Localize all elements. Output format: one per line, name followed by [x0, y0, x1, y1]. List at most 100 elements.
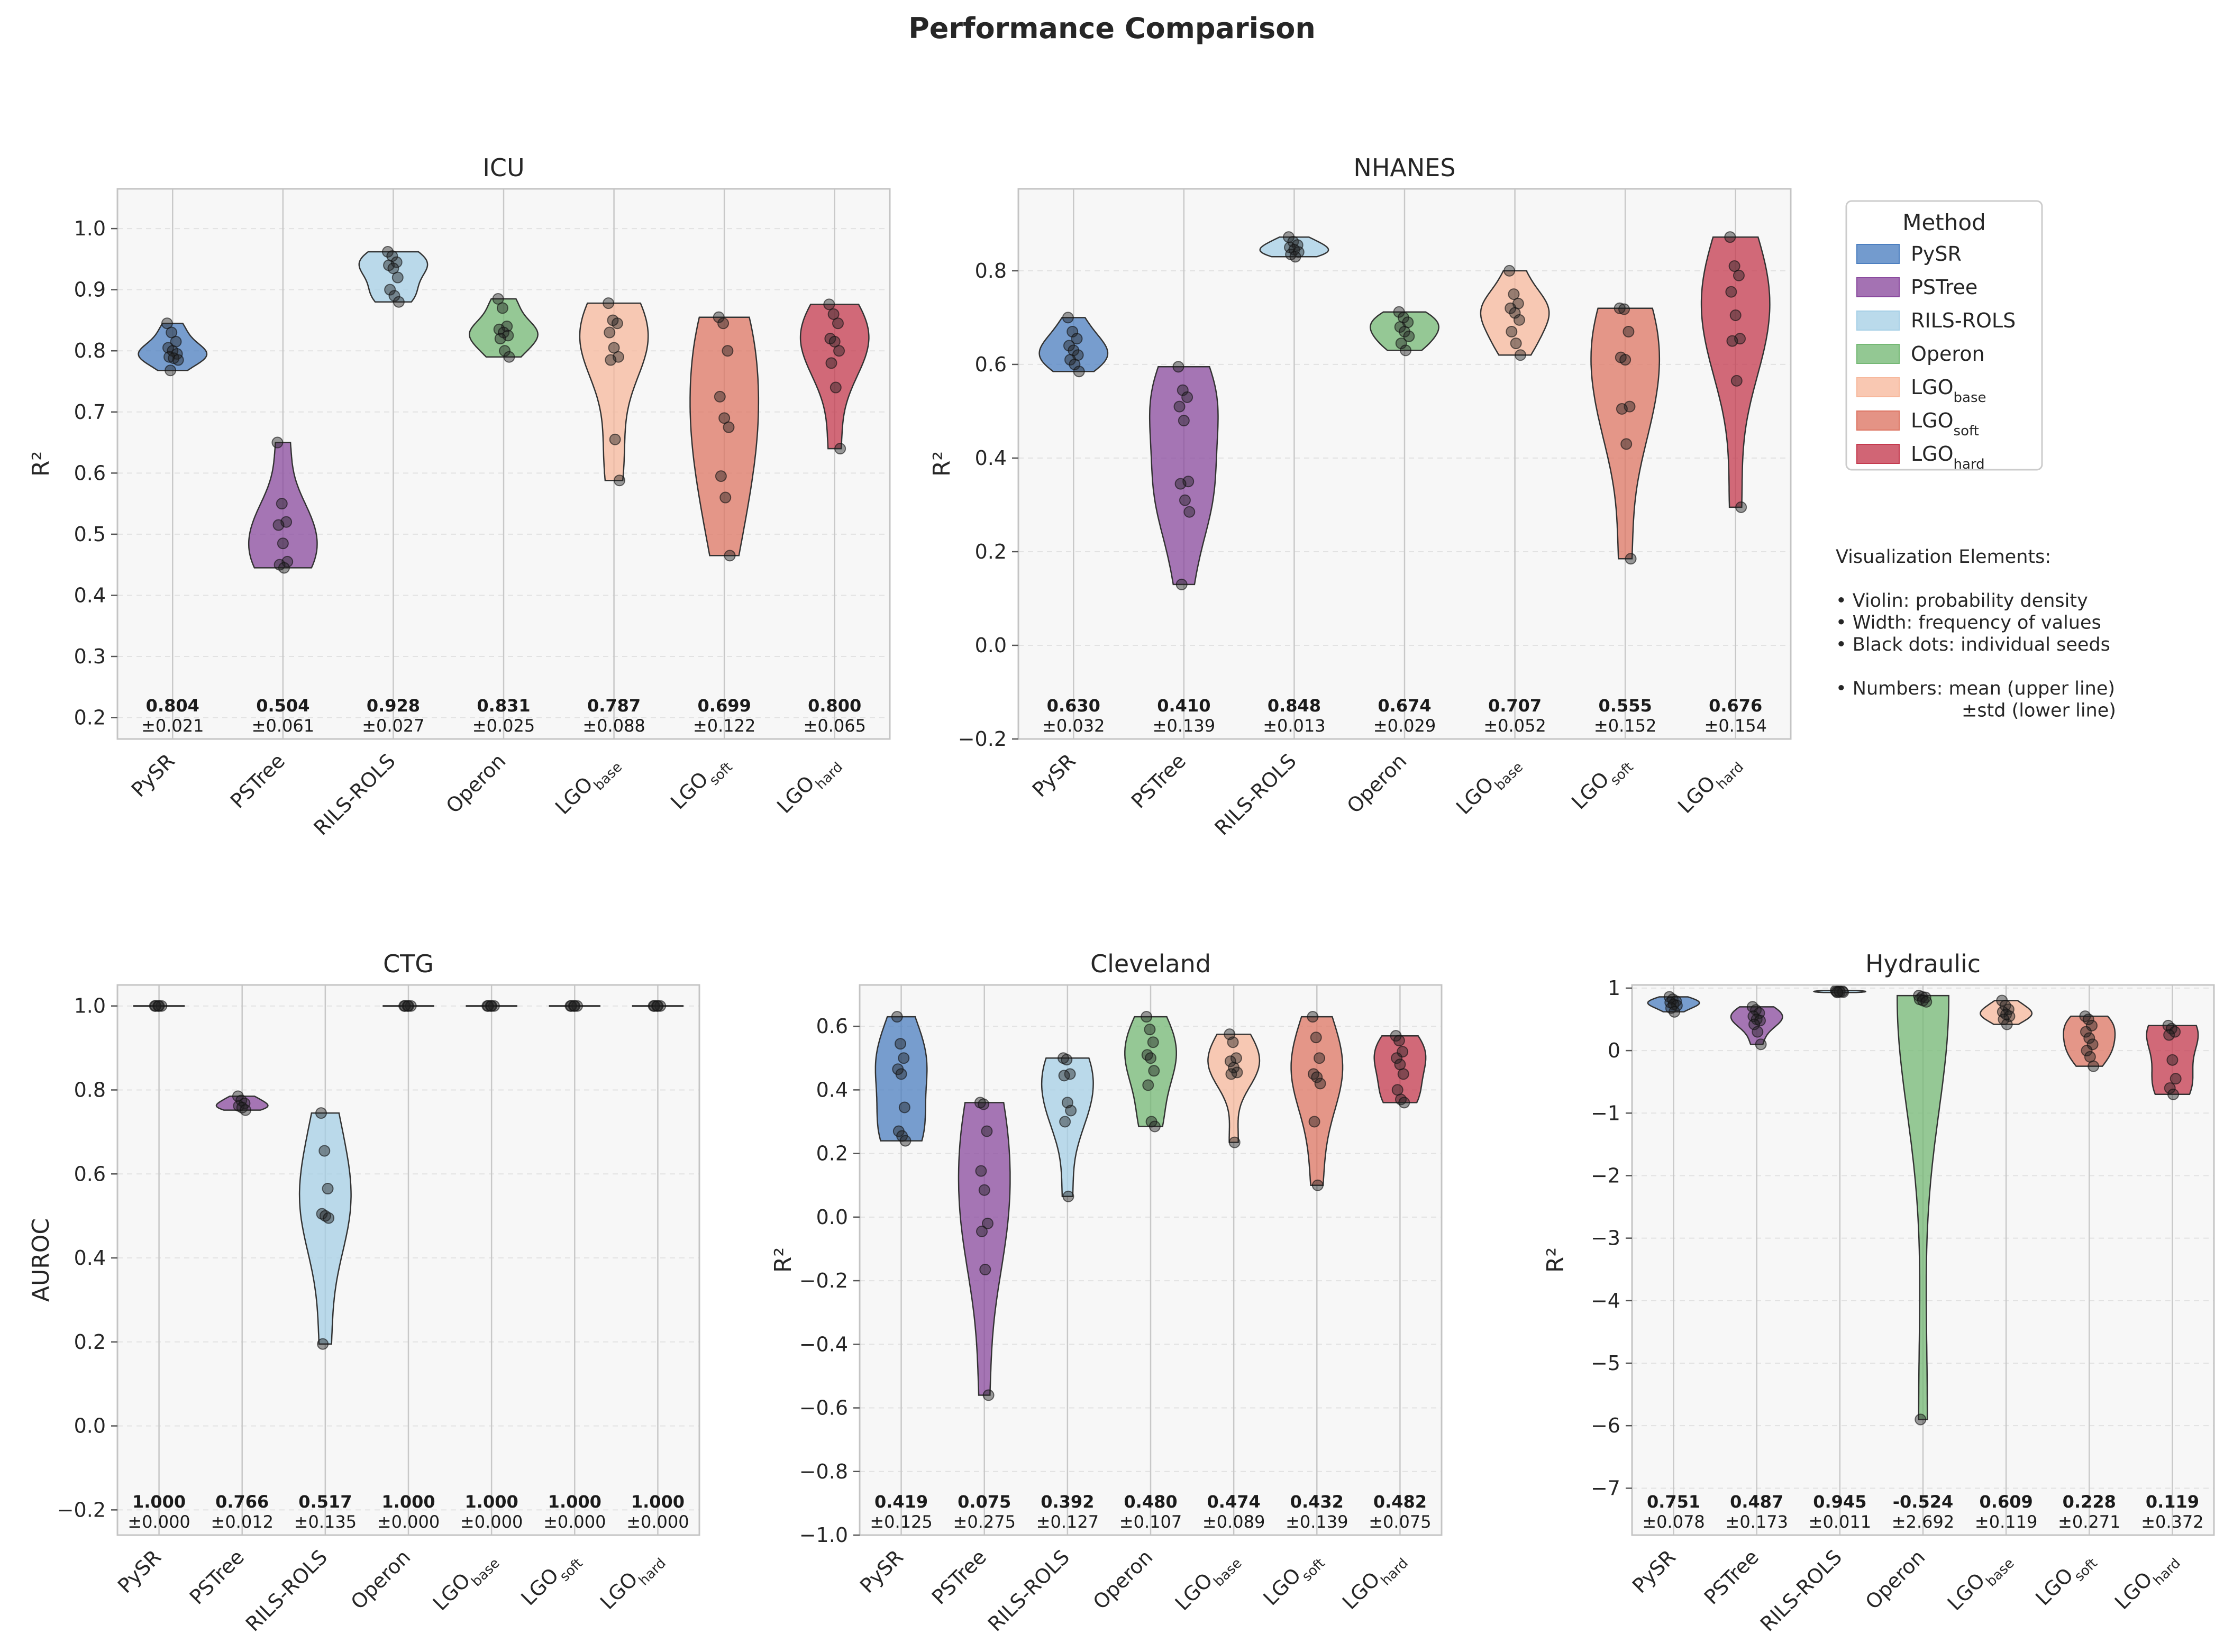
std-label: ±0.013 — [1263, 716, 1325, 736]
violin-operon: 0.480±0.107 — [1119, 1011, 1182, 1532]
std-label: ±0.000 — [377, 1512, 440, 1532]
y-tick-label: 0.4 — [975, 446, 1007, 470]
seed-point — [830, 381, 842, 394]
std-label: ±0.122 — [693, 716, 755, 736]
seed-point — [276, 498, 288, 510]
seed-point — [150, 1000, 162, 1012]
y-tick-label: 0.6 — [816, 1015, 848, 1038]
seed-point — [605, 354, 617, 366]
seed-point — [391, 271, 404, 284]
mean-label: 0.228 — [2063, 1492, 2116, 1512]
violin-lgobase: 0.609±0.119 — [1975, 994, 2037, 1532]
seed-point — [1393, 1035, 1405, 1047]
seed-point — [1671, 1000, 1683, 1011]
violin-shape — [248, 442, 318, 569]
seed-point — [825, 357, 837, 369]
violin-operon: -0.524±2.692 — [1892, 990, 1954, 1532]
seed-point — [1310, 1032, 1322, 1044]
violin-shape — [799, 304, 870, 450]
seed-point — [1726, 335, 1738, 347]
std-label: ±0.089 — [1202, 1512, 1265, 1532]
seed-point — [975, 1165, 987, 1177]
seed-point — [271, 436, 284, 449]
seed-point — [1227, 1036, 1239, 1048]
y-tick-label: 1.0 — [74, 217, 106, 240]
std-label: ±0.119 — [1975, 1512, 2037, 1532]
seed-point — [503, 351, 515, 363]
violin-shape — [2146, 1025, 2199, 1096]
seed-point — [1307, 1011, 1319, 1023]
std-label: ±0.127 — [1036, 1512, 1099, 1532]
mean-label: 0.766 — [215, 1492, 269, 1512]
y-tick-label: 0.8 — [74, 339, 106, 362]
seed-point — [1391, 1052, 1403, 1064]
seed-point — [382, 246, 394, 258]
seed-point — [2080, 1026, 2092, 1038]
violin-shape — [1897, 994, 1949, 1420]
seed-point — [1071, 333, 1083, 345]
mean-label: 0.474 — [1207, 1492, 1261, 1512]
seed-point — [1729, 309, 1742, 321]
y-tick-label: −7 — [1591, 1476, 1620, 1500]
violin-lgosoft: 0.432±0.139 — [1286, 1011, 1348, 1532]
seed-point — [899, 1135, 912, 1147]
seed-point — [1752, 1026, 1764, 1038]
seed-point — [1625, 553, 1637, 565]
seed-point — [827, 308, 840, 320]
seed-point — [1062, 312, 1074, 324]
std-label: ±0.154 — [1705, 716, 1767, 736]
seed-point — [1513, 314, 1525, 326]
note-line: • Black dots: individual seeds — [1836, 634, 2110, 655]
seed-point — [384, 284, 396, 296]
seed-point — [715, 470, 727, 482]
mean-label: 1.000 — [132, 1492, 186, 1512]
seed-point — [482, 1000, 494, 1012]
violin-shape — [689, 316, 760, 556]
seed-point — [608, 342, 620, 354]
std-label: ±0.029 — [1373, 716, 1436, 736]
mean-label: 0.707 — [1488, 696, 1542, 716]
seed-point — [317, 1338, 329, 1350]
std-label: ±0.000 — [543, 1512, 606, 1532]
violin-lgosoft: 1.000±0.000 — [543, 1000, 606, 1532]
std-label: ±0.372 — [2141, 1512, 2203, 1532]
seed-point — [393, 296, 405, 308]
plot-frame — [116, 188, 891, 740]
mean-label: 1.000 — [631, 1492, 685, 1512]
y-tick-label: 0.2 — [74, 706, 106, 729]
plot-frame — [859, 984, 1443, 1536]
seed-point — [1398, 1097, 1410, 1109]
seed-point — [1733, 269, 1745, 281]
seed-point — [1394, 1058, 1406, 1071]
note-line: • Width: frequency of values — [1836, 613, 2101, 634]
seed-point — [1395, 337, 1407, 350]
y-tick-label: −1 — [1591, 1101, 1620, 1125]
mean-label: 0.609 — [1980, 1492, 2033, 1512]
seed-point — [277, 537, 289, 550]
seed-point — [403, 1000, 414, 1012]
mean-label: 0.804 — [146, 696, 199, 716]
legend-label: LGOhard — [1911, 442, 1985, 472]
legend-item: PySR — [1856, 242, 1962, 266]
y-axis-label: R² — [928, 451, 955, 477]
y-tick-label: 0.4 — [816, 1078, 848, 1101]
seed-point — [1620, 438, 1633, 450]
std-label: ±0.000 — [460, 1512, 523, 1532]
legend-label: Operon — [1911, 342, 1985, 366]
seed-point — [2166, 1054, 2179, 1066]
seed-point — [1735, 501, 1747, 513]
seed-point — [1145, 1052, 1156, 1064]
seed-point — [1754, 1015, 1766, 1027]
seed-point — [1174, 478, 1187, 490]
seed-point — [2082, 1014, 2094, 1025]
violin-lgohard: 1.000±0.000 — [626, 1000, 689, 1532]
seed-point — [1147, 1036, 1159, 1048]
panel-hydraulic: 0.751±0.078PySR0.487±0.173PSTree0.945±0.… — [1542, 950, 2215, 1636]
mean-label: 1.000 — [465, 1492, 518, 1512]
seed-point — [1179, 494, 1191, 506]
seed-point — [723, 421, 735, 433]
y-tick-label: 0.4 — [74, 1246, 106, 1270]
std-label: ±0.052 — [1483, 716, 1546, 736]
mean-label: 0.928 — [367, 696, 420, 716]
seed-point — [982, 1389, 995, 1401]
